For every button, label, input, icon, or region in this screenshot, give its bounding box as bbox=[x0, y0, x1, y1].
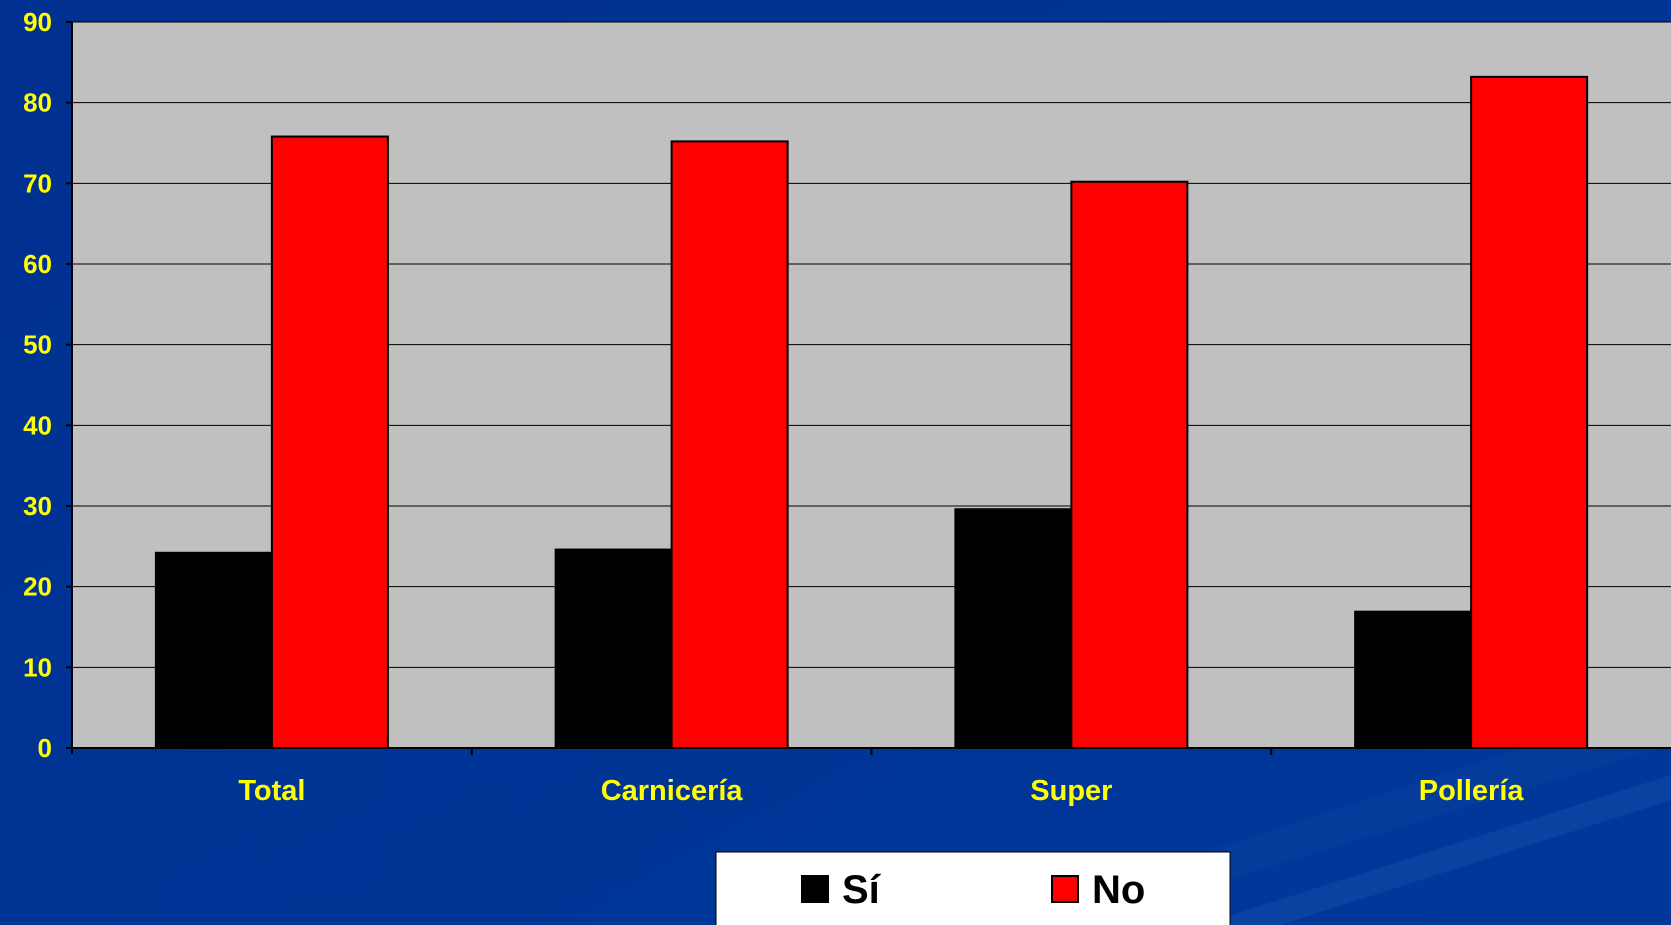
x-tick-label: Carnicería bbox=[601, 775, 744, 807]
bar-no-2 bbox=[1070, 180, 1189, 750]
bar-no-0 bbox=[270, 135, 389, 749]
y-tick-label: 30 bbox=[23, 491, 52, 521]
x-tick-label: Total bbox=[238, 775, 305, 807]
bar-si-3 bbox=[1354, 610, 1473, 749]
y-tick-label: 20 bbox=[23, 572, 52, 602]
y-tick-label: 50 bbox=[23, 330, 52, 360]
y-tick-label: 0 bbox=[38, 733, 52, 763]
x-tick-label: Super bbox=[1030, 775, 1112, 807]
legend-swatch-si bbox=[801, 875, 829, 903]
bars bbox=[154, 75, 1589, 750]
legend-label-no: No bbox=[1092, 868, 1145, 912]
legend-box bbox=[715, 851, 1231, 925]
bar-si-0 bbox=[154, 551, 273, 750]
x-tick-label: Pollería bbox=[1419, 775, 1525, 807]
y-tick-label: 40 bbox=[23, 410, 52, 440]
bar-si-1 bbox=[554, 548, 673, 749]
y-tick-label: 60 bbox=[23, 249, 52, 279]
y-tick-label: 80 bbox=[23, 88, 52, 118]
bar-no-1 bbox=[670, 140, 789, 750]
legend: Sí No bbox=[715, 851, 1231, 925]
y-tick-label: 70 bbox=[23, 168, 52, 198]
legend-swatch-no bbox=[1051, 875, 1079, 903]
y-tick-label: 10 bbox=[23, 652, 52, 682]
bar-si-2 bbox=[954, 508, 1073, 749]
background-streak bbox=[1200, 775, 1671, 925]
axes: 0 10 20 30 40 50 60 70 80 90 Total Carnicería Super P… bbox=[23, 7, 1671, 807]
y-tick-label: 90 bbox=[23, 7, 52, 37]
bar-no-3 bbox=[1470, 75, 1589, 749]
legend-label-si: Sí bbox=[842, 868, 882, 912]
